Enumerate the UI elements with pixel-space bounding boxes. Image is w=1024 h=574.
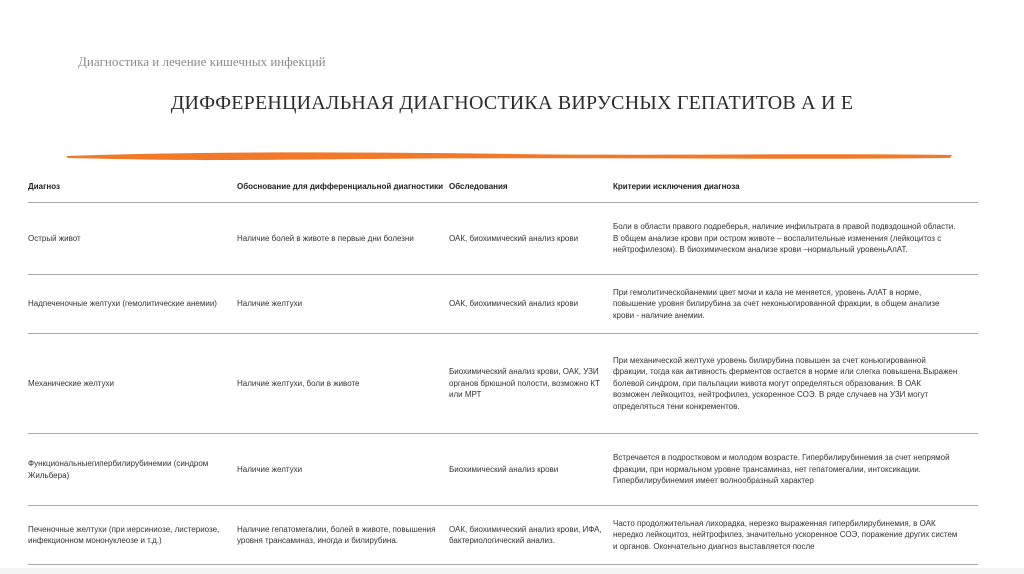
cell-diagnosis: Функциональныегипербилирубинемии (синдро… — [28, 459, 209, 480]
cell-diagnosis: Надпеченочные желтухи (гемолитические ан… — [28, 299, 217, 309]
cell-examinations: ОАК, биохимический анализ крови — [449, 299, 579, 309]
cell-exclusion-criteria: Встречается в подростковом и молодом воз… — [613, 453, 950, 486]
cell-exclusion-criteria: Боли в области правого подреберья, налич… — [613, 222, 956, 255]
cell-exclusion-criteria: При механической желтухе уровень билируб… — [613, 355, 958, 411]
table-row: Надпеченочные желтухи (гемолитические ан… — [28, 275, 978, 334]
cell-rationale: Наличие желтухи — [237, 299, 303, 309]
cell-examinations: ОАК, биохимический анализ крови, ИФА, ба… — [449, 524, 602, 546]
table-row: Печеночные желтухи (при иерсиниозе, лист… — [28, 506, 978, 565]
slide-subtitle: Диагностика и лечение кишечных инфекций — [78, 54, 326, 69]
cell-rationale: Наличие гепатомегалии, болей в животе, п… — [237, 524, 436, 546]
cell-examinations: ОАК, биохимический анализ крови — [449, 233, 579, 243]
header-examinations: Обследования — [449, 182, 508, 192]
cell-exclusion-criteria: Часто продолжительная лихорадка, нерезко… — [613, 518, 958, 551]
table-header-row: Диагноз Обоснование для дифференциальной… — [28, 172, 978, 203]
orange-brush-divider — [66, 152, 952, 161]
cell-rationale: Наличие желтухи, боли в животе — [237, 378, 360, 388]
table-row: Острый живот Наличие болей в животе в пе… — [28, 203, 978, 275]
bottom-edge — [0, 568, 1024, 574]
cell-rationale: Наличие желтухи — [237, 464, 303, 474]
differential-table: Диагноз Обоснование для дифференциальной… — [28, 172, 978, 565]
cell-examinations: Биохимический анализ крови — [449, 464, 559, 474]
cell-diagnosis: Острый живот — [28, 233, 81, 243]
header-exclusion-criteria: Критерии исключения диагноза — [613, 182, 740, 192]
cell-diagnosis: Печеночные желтухи (при иерсиниозе, лист… — [28, 524, 220, 546]
header-rationale: Обоснование для дифференциальной диагнос… — [237, 182, 444, 192]
cell-rationale: Наличие болей в животе в первые дни боле… — [237, 233, 414, 243]
table-row: Функциональныегипербилирубинемии (синдро… — [28, 434, 978, 506]
table-row: Механические желтухи Наличие желтухи, бо… — [28, 334, 978, 434]
cell-examinations: Биохимический анализ крови, ОАК, УЗИ орг… — [449, 367, 600, 400]
header-diagnosis: Диагноз — [28, 182, 60, 192]
cell-exclusion-criteria: При гемолитическойанемии цвет мочи и кал… — [613, 287, 940, 320]
cell-diagnosis: Механические желтухи — [28, 378, 114, 388]
slide-title: ДИФФЕРЕНЦИАЛЬНАЯ ДИАГНОСТИКА ВИРУСНЫХ ГЕ… — [170, 92, 854, 114]
